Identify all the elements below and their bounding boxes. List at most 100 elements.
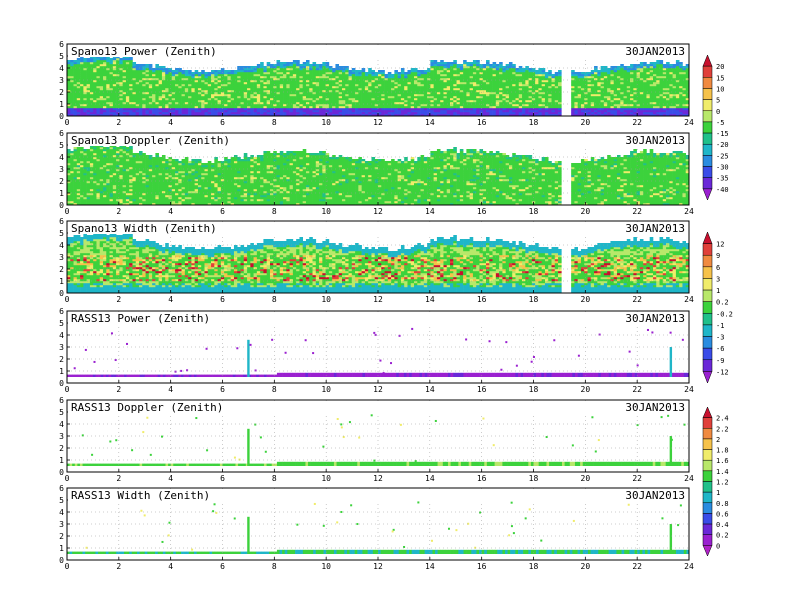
heat-cell	[630, 92, 634, 94]
heat-cell	[250, 108, 254, 110]
heat-cell	[368, 76, 372, 78]
heat-cell	[610, 112, 614, 114]
heat-cell	[453, 62, 457, 64]
heat-cell	[80, 171, 84, 173]
heat-cell	[666, 80, 670, 82]
heat-cell	[339, 100, 343, 102]
heat-cell	[116, 86, 120, 88]
heat-cell	[443, 98, 447, 100]
heat-cell	[614, 104, 618, 106]
heat-cell	[653, 62, 657, 64]
heat-cell	[214, 100, 218, 102]
heat-cell	[70, 102, 74, 104]
heat-cell	[453, 88, 457, 90]
heat-cell	[535, 72, 539, 74]
heat-cell	[280, 70, 284, 72]
heat-cell	[146, 110, 150, 112]
heat-cell	[162, 108, 166, 110]
heat-cell	[345, 100, 349, 102]
heat-cell	[385, 96, 389, 98]
heat-cell	[237, 92, 241, 94]
heat-cell	[633, 106, 637, 108]
heat-cell	[630, 70, 634, 72]
heat-cell	[453, 84, 457, 86]
heat-cell	[277, 104, 281, 106]
heat-cell	[87, 92, 91, 94]
heat-cell	[224, 86, 228, 88]
heat-cell	[457, 84, 461, 86]
heat-cell	[643, 96, 647, 98]
heat-cell	[656, 88, 660, 90]
heat-cell	[660, 88, 664, 90]
heat-cell	[496, 104, 500, 106]
heat-cell	[407, 110, 411, 112]
heat-cell	[509, 94, 513, 96]
heat-cell	[457, 100, 461, 102]
heat-cell	[136, 98, 140, 100]
heat-cell	[656, 80, 660, 82]
heat-cell	[509, 86, 513, 88]
heat-cell	[195, 106, 199, 108]
heat-cell	[152, 80, 156, 82]
heat-cell	[277, 106, 281, 108]
heat-cell	[234, 70, 238, 72]
heat-cell	[450, 82, 454, 84]
heat-cell	[123, 88, 127, 90]
heat-cell	[679, 74, 683, 76]
heat-cell	[643, 62, 647, 64]
heat-cell	[162, 110, 166, 112]
heat-cell	[70, 185, 74, 187]
heat-cell	[538, 98, 542, 100]
heat-cell	[214, 98, 218, 100]
heat-cell	[309, 68, 313, 70]
heat-cell	[407, 94, 411, 96]
heat-cell	[83, 201, 87, 203]
heat-cell	[231, 108, 235, 110]
heat-cell	[470, 110, 474, 112]
heat-cell	[90, 68, 94, 70]
x-tick-label: 10	[321, 118, 331, 127]
heat-cell	[93, 74, 97, 76]
heat-cell	[178, 88, 182, 90]
heat-cell	[679, 112, 683, 114]
heat-cell	[267, 84, 271, 86]
heat-cell	[224, 92, 228, 94]
heat-cell	[653, 72, 657, 74]
heat-cell	[96, 106, 100, 108]
heat-cell	[669, 76, 673, 78]
heat-cell	[381, 110, 385, 112]
heat-cell	[113, 104, 117, 106]
heat-cell	[290, 74, 294, 76]
heat-cell	[466, 74, 470, 76]
heat-cell	[650, 68, 654, 70]
heat-cell	[70, 64, 74, 66]
heat-cell	[440, 82, 444, 84]
heat-cell	[70, 199, 74, 201]
heat-cell	[682, 68, 686, 70]
heat-cell	[129, 80, 133, 82]
heat-cell	[263, 68, 267, 70]
heat-cell	[394, 86, 398, 88]
heat-cell	[594, 74, 598, 76]
heat-cell	[80, 173, 84, 175]
heat-cell	[231, 84, 235, 86]
heat-cell	[427, 80, 431, 82]
heat-cell	[273, 96, 277, 98]
heat-cell	[424, 70, 428, 72]
heat-cell	[594, 72, 598, 74]
heat-cell	[237, 96, 241, 98]
heat-cell	[643, 84, 647, 86]
heat-cell	[293, 106, 297, 108]
heat-cell	[231, 92, 235, 94]
heat-cell	[653, 66, 657, 68]
x-tick-label: 12	[373, 118, 383, 127]
heat-cell	[358, 100, 362, 102]
heat-cell	[650, 84, 654, 86]
heat-cell	[637, 94, 641, 96]
heat-cell	[362, 96, 366, 98]
heat-cell	[656, 72, 660, 74]
heat-cell	[110, 64, 114, 66]
heat-cell	[139, 86, 143, 88]
heat-cell	[159, 76, 163, 78]
